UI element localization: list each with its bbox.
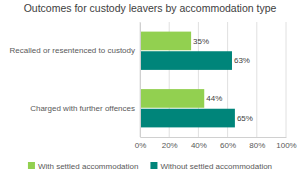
legend-swatch	[28, 162, 35, 169]
x-tick: 40%	[191, 137, 207, 150]
x-tick-label: 0%	[135, 141, 147, 150]
data-labels: 35% 44% 63% 65%	[193, 37, 253, 123]
bar	[140, 89, 204, 108]
bar	[140, 51, 232, 70]
x-axis-line	[141, 137, 287, 138]
x-tick-label: 100%	[276, 141, 296, 150]
y-tick: Recalled or resentenced to custody	[10, 46, 140, 55]
legend-label: Without settled accommodation	[160, 162, 272, 171]
x-tick: 100%	[276, 137, 296, 150]
data-label: 44%	[206, 94, 222, 103]
y-tick: Charged with further offences	[30, 104, 140, 113]
bar	[140, 32, 191, 51]
plot: 35% 44% 63% 65% 0% 20% 40% 60% 80% 100% Recalled o…	[10, 22, 297, 150]
x-axis: 0% 20% 40% 60% 80% 100%	[135, 137, 297, 150]
x-tick-label: 20%	[162, 141, 178, 150]
x-tick: 0%	[135, 137, 147, 150]
bars	[140, 32, 235, 128]
x-tick: 60%	[220, 137, 236, 150]
bar	[140, 109, 235, 128]
x-tick: 20%	[162, 137, 178, 150]
grid-line	[140, 22, 141, 137]
legend-item: Without settled accommodation	[150, 162, 272, 171]
y-axis-line	[140, 23, 141, 138]
legend-item: With settled accommodation	[28, 162, 139, 171]
data-label: 35%	[193, 37, 209, 46]
y-tick-label: Recalled or resentenced to custody	[10, 46, 135, 55]
grid	[140, 22, 286, 137]
legend-swatch	[150, 162, 157, 169]
grid-line	[256, 22, 257, 137]
x-tick: 80%	[249, 137, 265, 150]
y-tick-label: Charged with further offences	[30, 104, 135, 113]
grid-line	[286, 22, 287, 137]
x-tick-label: 80%	[249, 141, 265, 150]
x-tick-label: 60%	[220, 141, 236, 150]
y-axis: Recalled or resentenced to custody Charge…	[10, 23, 141, 138]
title: Outcomes for custody leavers by accommod…	[24, 2, 277, 14]
legend-label: With settled accommodation	[38, 162, 139, 171]
x-tick-label: 40%	[191, 141, 207, 150]
legend: With settled accommodation Without settle…	[28, 162, 272, 171]
data-label: 65%	[237, 114, 253, 123]
chart: Outcomes for custody leavers by accommod…	[0, 0, 300, 173]
data-label: 63%	[234, 56, 250, 65]
